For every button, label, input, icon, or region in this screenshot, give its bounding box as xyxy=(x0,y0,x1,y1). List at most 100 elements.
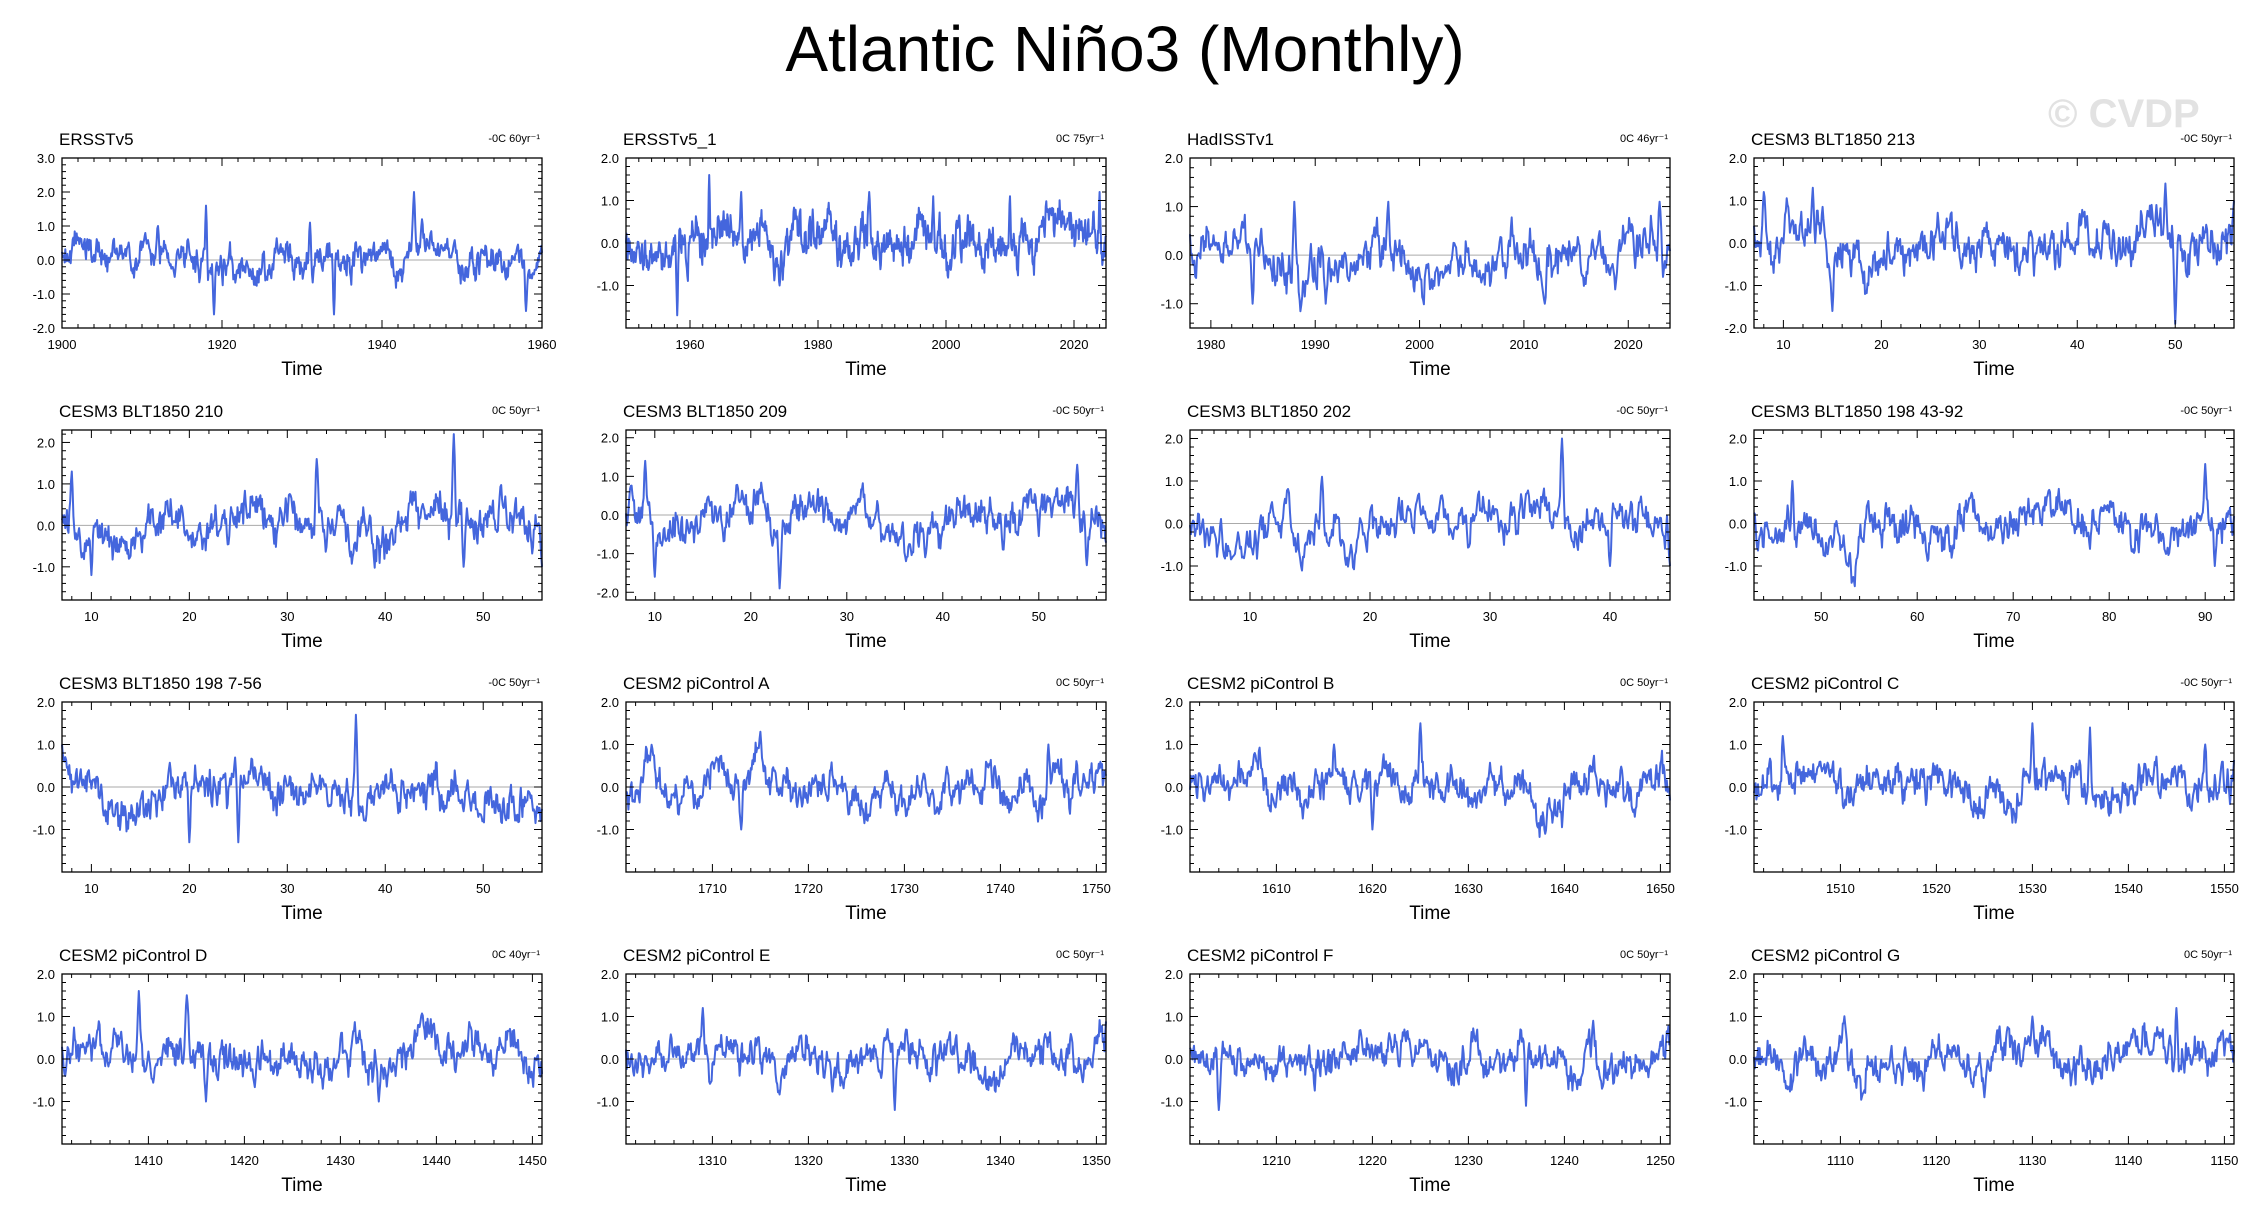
x-axis-label: Time xyxy=(1409,631,1451,652)
x-tick-label: 1420 xyxy=(230,1153,259,1168)
x-tick-label: 1610 xyxy=(1262,881,1291,896)
series-line xyxy=(1753,722,2235,824)
x-tick-label: 1620 xyxy=(1358,881,1387,896)
x-axis-label: Time xyxy=(281,631,323,652)
chart-panel: ERSSTv5_1 0C 75yr⁻¹ -1.0 0.0 1.0 2.0 1960 1980 2… xyxy=(597,130,1107,380)
x-axis-label: Time xyxy=(1973,1175,2015,1196)
x-axis-label: Time xyxy=(1409,1175,1451,1196)
x-tick-label: 1540 xyxy=(2114,881,2143,896)
x-tick-label: 1510 xyxy=(1826,881,1855,896)
y-tick-label: -1.0 xyxy=(33,823,55,838)
series-line xyxy=(625,730,1107,831)
x-axis-label: Time xyxy=(1409,903,1451,924)
x-tick-label: 1320 xyxy=(794,1153,823,1168)
y-tick-label: 0.0 xyxy=(1165,517,1183,532)
plot-frame xyxy=(1189,157,1671,329)
chart-panel: CESM2 piControl D 0C 40yr⁻¹ -1.0 0.0 1.0 2.0 1… xyxy=(33,946,547,1196)
series-line xyxy=(625,174,1107,317)
x-tick-label: 30 xyxy=(280,881,294,896)
y-tick-label: 0.0 xyxy=(601,1052,619,1067)
chart-title: ERSSTv5 xyxy=(59,130,134,149)
y-tick-label: 1.0 xyxy=(601,194,619,209)
x-tick-label: 60 xyxy=(1910,609,1924,624)
trend-note: 0C 50yr⁻¹ xyxy=(1620,949,1668,961)
x-tick-label: 1550 xyxy=(2210,881,2239,896)
y-tick-label: 2.0 xyxy=(37,435,55,450)
y-tick-label: 0.0 xyxy=(1729,1052,1747,1067)
y-tick-label: 0.0 xyxy=(601,236,619,251)
y-tick-label: -1.0 xyxy=(1161,297,1183,312)
x-axis-label: Time xyxy=(281,903,323,924)
series-line xyxy=(1189,722,1671,838)
y-tick-label: 1.0 xyxy=(601,738,619,753)
series-line xyxy=(625,1007,1107,1111)
x-tick-label: 1120 xyxy=(1922,1153,1950,1168)
trend-note: 0C 50yr⁻¹ xyxy=(1056,677,1104,689)
y-tick-label: -1.0 xyxy=(1725,559,1747,574)
chart-title: CESM3 BLT1850 198 7-56 xyxy=(59,674,262,693)
x-axis-label: Time xyxy=(1973,631,2015,652)
chart-panel: CESM3 BLT1850 202 -0C 50yr⁻¹ -1.0 0.0 1.0 2.0… xyxy=(1161,402,1671,652)
x-axis-label: Time xyxy=(1973,903,2015,924)
x-tick-label: 50 xyxy=(476,881,490,896)
watermark: © CVDP xyxy=(2048,92,2200,136)
y-tick-label: -1.0 xyxy=(597,547,619,562)
x-axis-label: Time xyxy=(1973,359,2015,380)
x-tick-label: 1650 xyxy=(1646,881,1675,896)
x-tick-label: 1220 xyxy=(1358,1153,1387,1168)
y-tick-label: -1.0 xyxy=(33,560,55,575)
x-tick-label: 1520 xyxy=(1922,881,1951,896)
x-tick-label: 1980 xyxy=(804,337,833,352)
x-axis-label: Time xyxy=(845,1175,887,1196)
x-tick-label: 1740 xyxy=(986,881,1015,896)
chart-title: CESM2 piControl C xyxy=(1751,674,1899,693)
x-tick-label: 40 xyxy=(2070,337,2084,352)
x-tick-label: 20 xyxy=(182,609,196,624)
x-tick-label: 1250 xyxy=(1646,1153,1675,1168)
chart-panel: CESM2 piControl A 0C 50yr⁻¹ -1.0 0.0 1.0 2.0 1… xyxy=(597,674,1111,924)
x-tick-label: 1440 xyxy=(422,1153,451,1168)
x-tick-label: 1530 xyxy=(2018,881,2047,896)
y-tick-label: 0.0 xyxy=(37,780,55,795)
y-tick-label: 0.0 xyxy=(1165,248,1183,263)
chart-panel: CESM2 piControl B 0C 50yr⁻¹ -1.0 0.0 1.0 2.0 1… xyxy=(1161,674,1675,924)
series-line xyxy=(1189,200,1671,313)
x-tick-label: 2020 xyxy=(1060,337,1089,352)
y-tick-label: 1.0 xyxy=(37,1010,55,1025)
y-tick-label: 2.0 xyxy=(1729,967,1747,982)
y-tick-label: 0.0 xyxy=(601,780,619,795)
plot-frame xyxy=(61,157,543,329)
trend-note: 0C 50yr⁻¹ xyxy=(1056,949,1104,961)
y-tick-label: 2.0 xyxy=(37,695,55,710)
x-tick-label: 30 xyxy=(280,609,294,624)
series-line xyxy=(61,433,543,577)
y-tick-label: 2.0 xyxy=(601,431,619,446)
x-tick-label: 1340 xyxy=(986,1153,1015,1168)
trend-note: 0C 75yr⁻¹ xyxy=(1056,133,1104,145)
y-tick-label: -2.0 xyxy=(597,585,619,600)
y-tick-label: 1.0 xyxy=(1165,200,1183,215)
y-tick-label: 2.0 xyxy=(1165,432,1183,447)
chart-title: CESM2 piControl A xyxy=(623,674,770,693)
trend-note: -0C 50yr⁻¹ xyxy=(2180,405,2232,417)
chart-panel: HadISSTv1 0C 46yr⁻¹ -1.0 0.0 1.0 2.0 1980 1990 2… xyxy=(1161,130,1671,380)
y-tick-label: 0.0 xyxy=(1729,517,1747,532)
trend-note: 0C 50yr⁻¹ xyxy=(1620,677,1668,689)
x-tick-label: 90 xyxy=(2198,609,2212,624)
y-tick-label: 2.0 xyxy=(1165,151,1183,166)
chart-title: CESM2 piControl F xyxy=(1187,946,1333,965)
x-tick-label: 10 xyxy=(648,609,662,624)
y-tick-label: 2.0 xyxy=(1729,695,1747,710)
y-tick-label: 1.0 xyxy=(1729,1010,1747,1025)
trend-note: -0C 50yr⁻¹ xyxy=(1616,405,1668,417)
x-tick-label: 1960 xyxy=(528,337,557,352)
y-tick-label: -1.0 xyxy=(1161,1095,1183,1110)
chart-title: CESM3 BLT1850 198 43-92 xyxy=(1751,402,1963,421)
x-tick-label: 30 xyxy=(840,609,854,624)
x-tick-label: 20 xyxy=(182,881,196,896)
y-tick-label: 0.0 xyxy=(601,508,619,523)
y-tick-label: 0.0 xyxy=(1165,780,1183,795)
chart-title: ERSSTv5_1 xyxy=(623,130,717,149)
y-tick-label: 0.0 xyxy=(1729,780,1747,795)
